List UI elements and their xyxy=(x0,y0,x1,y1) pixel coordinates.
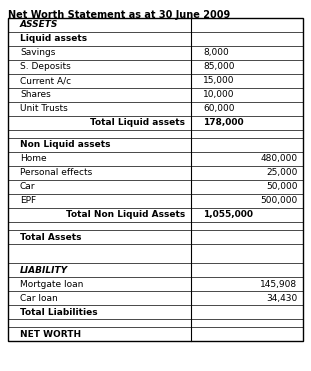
Text: 8,000: 8,000 xyxy=(203,49,229,58)
Text: Mortgate loan: Mortgate loan xyxy=(20,280,83,289)
Text: Total Liabilities: Total Liabilities xyxy=(20,308,98,317)
Text: Unit Trusts: Unit Trusts xyxy=(20,104,67,114)
Text: 1,055,000: 1,055,000 xyxy=(203,210,253,220)
Text: Total Assets: Total Assets xyxy=(20,233,81,242)
Text: Non Liquid assets: Non Liquid assets xyxy=(20,141,110,150)
Text: NET WORTH: NET WORTH xyxy=(20,330,81,339)
Text: 15,000: 15,000 xyxy=(203,76,235,85)
Text: 480,000: 480,000 xyxy=(260,154,297,164)
Text: Total Liquid assets: Total Liquid assets xyxy=(90,118,185,127)
Text: Car loan: Car loan xyxy=(20,294,58,303)
Text: Liquid assets: Liquid assets xyxy=(20,35,87,43)
Bar xyxy=(7,18,304,341)
Text: S. Deposits: S. Deposits xyxy=(20,62,71,72)
Text: Personal effects: Personal effects xyxy=(20,168,92,177)
Text: 178,000: 178,000 xyxy=(203,118,244,127)
Text: Current A/c: Current A/c xyxy=(20,76,71,85)
Text: 60,000: 60,000 xyxy=(203,104,235,114)
Text: LIABILITY: LIABILITY xyxy=(20,266,68,275)
Text: Total Non Liquid Assets: Total Non Liquid Assets xyxy=(66,210,185,220)
Text: Net Worth Statement as at 30 June 2009: Net Worth Statement as at 30 June 2009 xyxy=(7,10,230,20)
Text: 10,000: 10,000 xyxy=(203,91,235,99)
Text: Shares: Shares xyxy=(20,91,51,99)
Text: 85,000: 85,000 xyxy=(203,62,235,72)
Text: 50,000: 50,000 xyxy=(266,183,297,191)
Text: ASSETS: ASSETS xyxy=(20,20,58,29)
Text: EPF: EPF xyxy=(20,197,36,206)
Text: Savings: Savings xyxy=(20,49,55,58)
Text: 25,000: 25,000 xyxy=(266,168,297,177)
Text: 145,908: 145,908 xyxy=(260,280,297,289)
Text: Car: Car xyxy=(20,183,35,191)
Text: 500,000: 500,000 xyxy=(260,197,297,206)
Text: Home: Home xyxy=(20,154,47,164)
Text: 34,430: 34,430 xyxy=(266,294,297,303)
